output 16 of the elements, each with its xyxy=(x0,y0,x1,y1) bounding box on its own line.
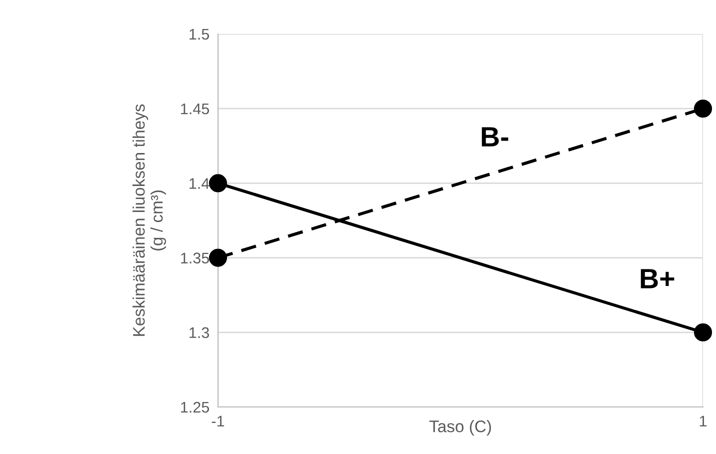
y-tick-label: 1.25 xyxy=(181,402,210,413)
point xyxy=(208,174,228,192)
point xyxy=(694,100,712,118)
x-axis-title: Taso (C) xyxy=(429,420,491,436)
y-tick-label: 1.35 xyxy=(181,252,210,264)
y-axis-title: Keskimääräinen liuoksen tiheys (g / cm³) xyxy=(132,104,166,336)
x-tick-label: -1 xyxy=(212,416,224,426)
series-label: B- xyxy=(482,127,508,146)
y-tick-label: 1.45 xyxy=(181,104,210,114)
series-label: B+ xyxy=(640,269,674,288)
point xyxy=(694,323,712,342)
y-tick-label: 1.5 xyxy=(190,29,210,40)
y-tick-label: 1.4 xyxy=(190,178,210,189)
x-tick-label: 1 xyxy=(700,416,707,426)
y-tick-label: 1.3 xyxy=(190,327,209,338)
point xyxy=(208,248,228,267)
